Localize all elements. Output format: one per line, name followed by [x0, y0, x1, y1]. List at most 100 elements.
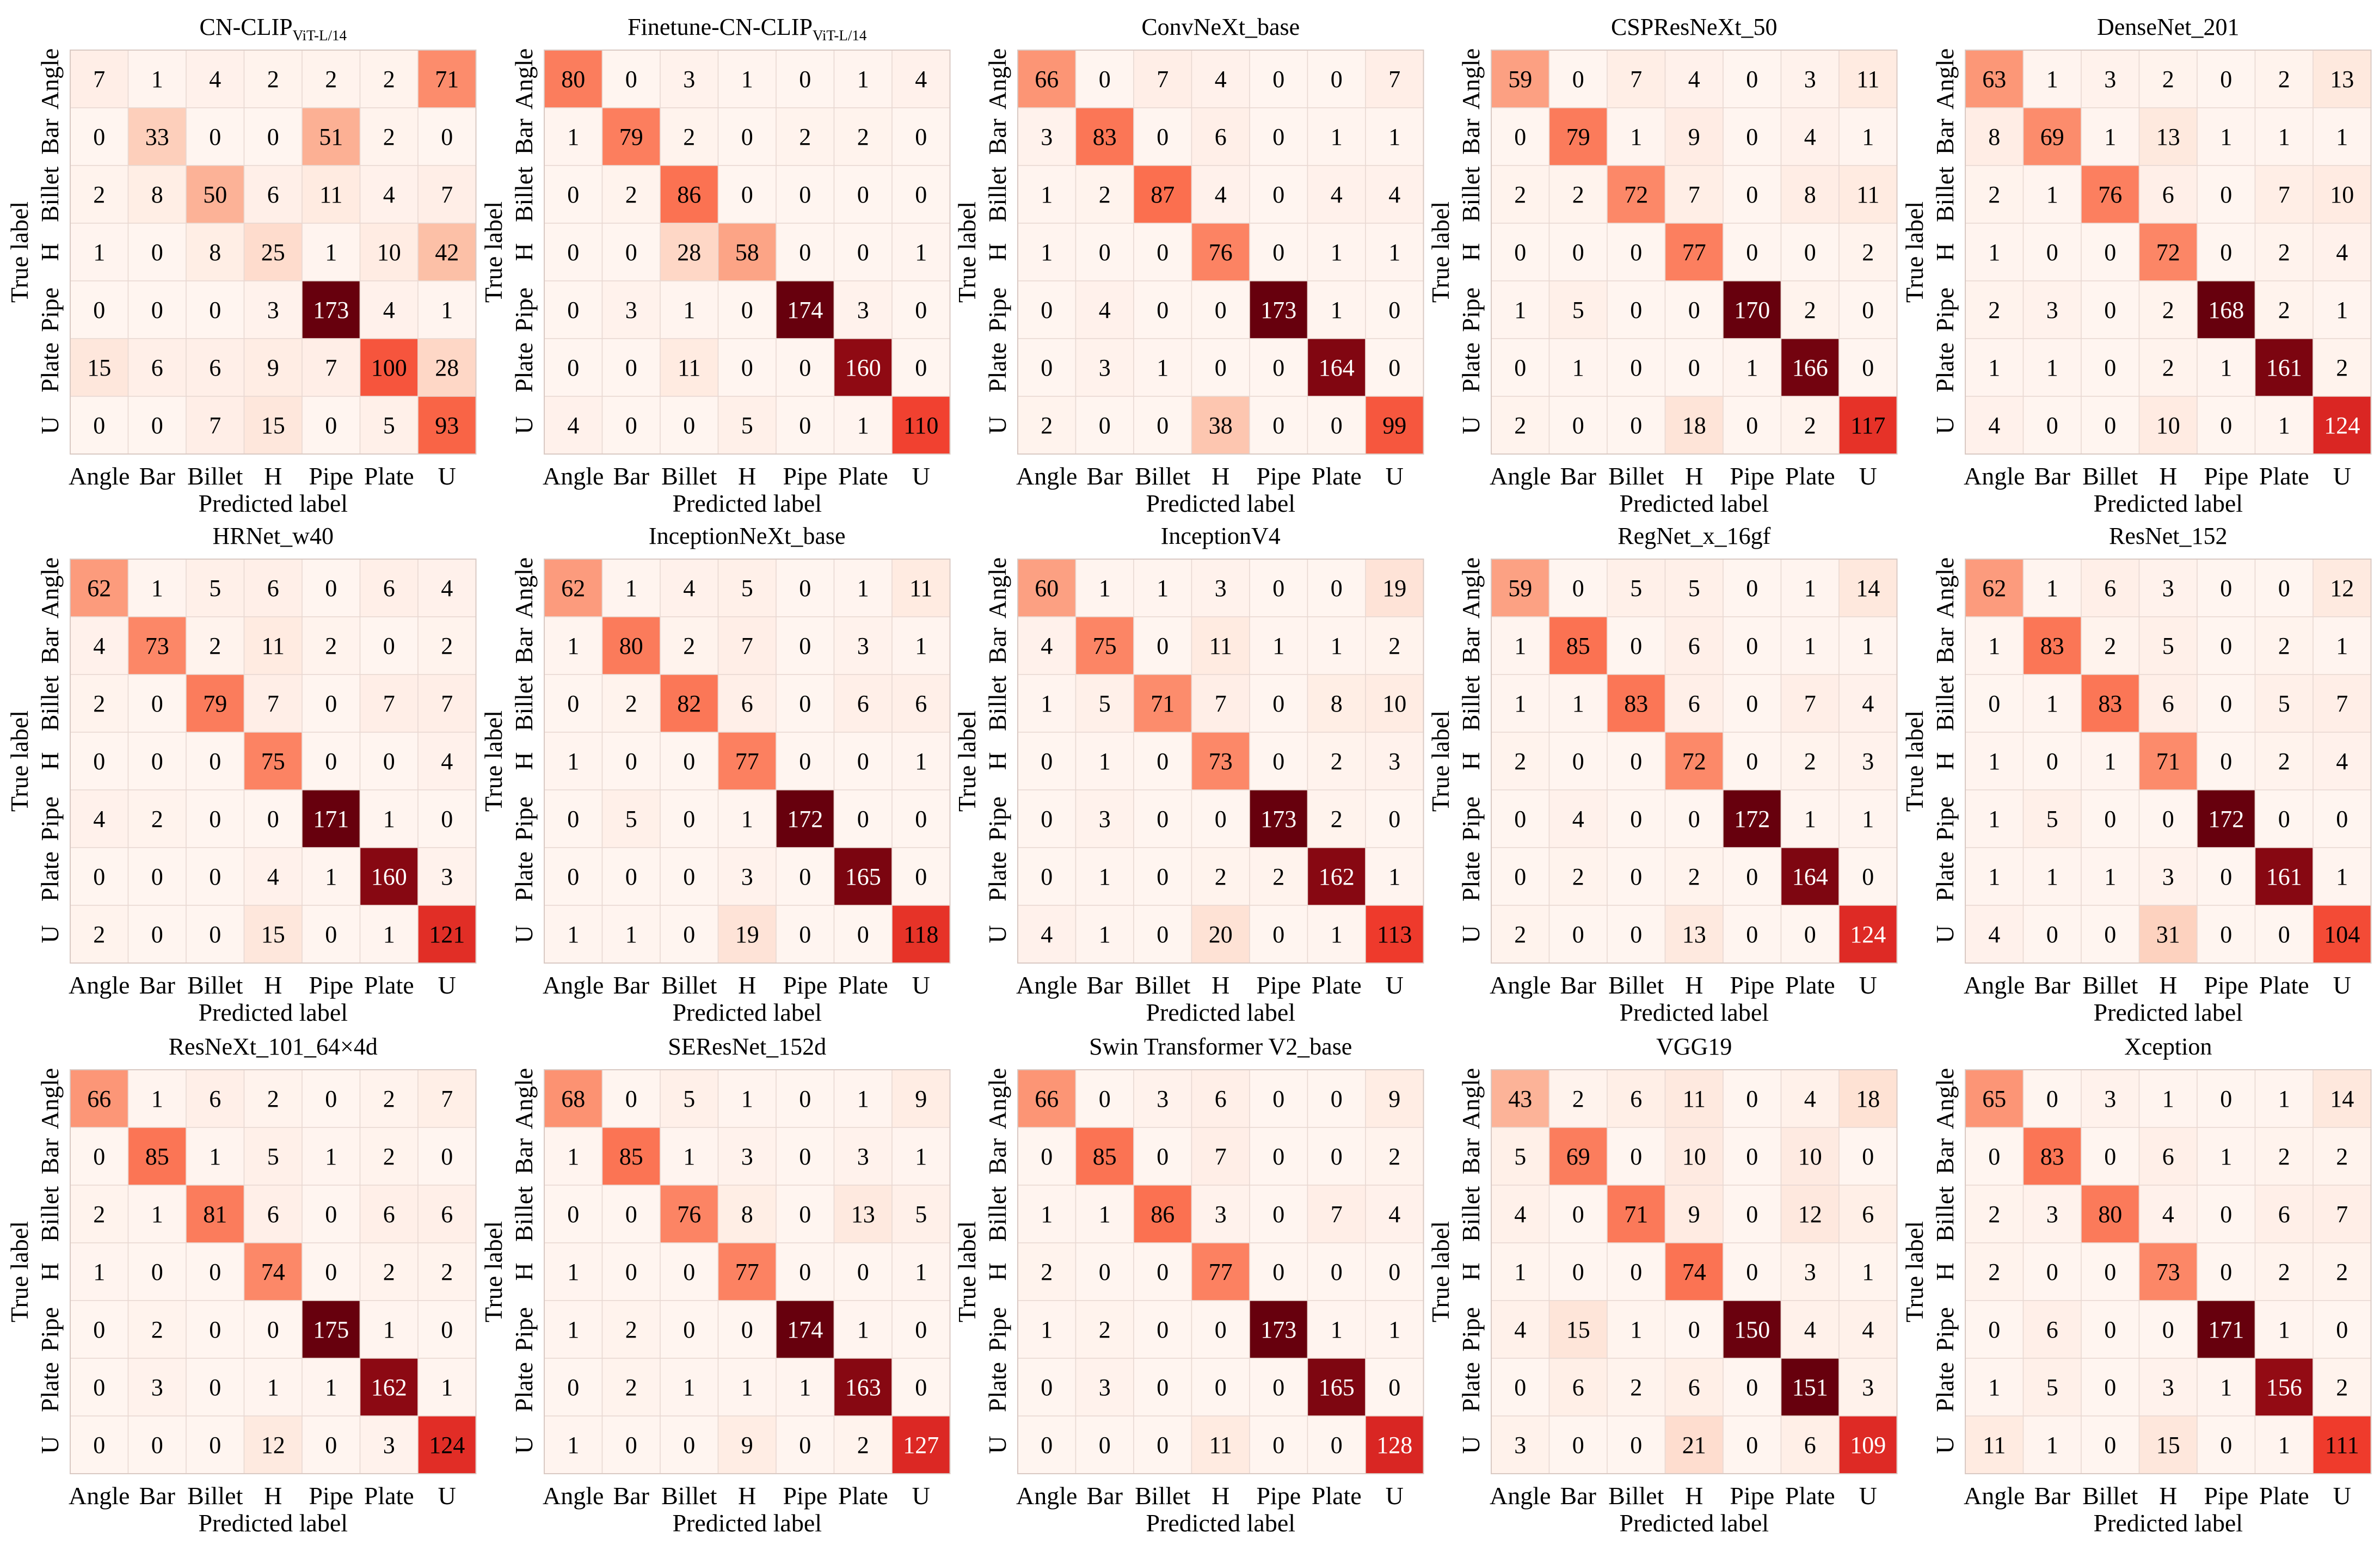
- cell-value-label: 4: [267, 863, 279, 890]
- cell-value-label: 0: [1630, 806, 1642, 832]
- heatmap-cell: [2313, 1127, 2372, 1186]
- heatmap-cell: [1965, 1127, 2024, 1186]
- x-tick-label: Pipe: [1730, 462, 1774, 490]
- cell-value-label: 2: [267, 1086, 279, 1112]
- cell-value-label: 2: [1804, 412, 1816, 439]
- heatmap-cell: [186, 1300, 245, 1359]
- x-tick-label: Plate: [1785, 1482, 1835, 1510]
- heatmap-cell: [1723, 396, 1782, 455]
- heatmap-cell: [1491, 1415, 1550, 1474]
- cell-value-label: 6: [209, 354, 221, 381]
- cell-value-label: 111: [2325, 1432, 2359, 1458]
- cell-value-label: 72: [1682, 748, 1706, 775]
- heatmap-cell: [302, 338, 361, 397]
- heatmap-cell: [186, 338, 245, 397]
- x-tick-label: H: [1211, 1482, 1229, 1510]
- x-tick-label: Billet: [2082, 462, 2138, 490]
- cell-value-label: 2: [1215, 863, 1227, 890]
- cell-value-label: 69: [1566, 1143, 1590, 1170]
- cell-value-label: 0: [1272, 921, 1284, 948]
- heatmap-cell: [302, 1185, 361, 1243]
- heatmap-cell: [302, 1358, 361, 1417]
- cell-value-label: 1: [1514, 690, 1526, 717]
- cell-value-label: 2: [93, 1201, 105, 1228]
- cell-value-label: 13: [851, 1201, 875, 1228]
- x-tick-label: Pipe: [1256, 1482, 1301, 1510]
- cell-value-label: 65: [1982, 1086, 2006, 1112]
- heatmap-cell: [1965, 789, 2024, 848]
- heatmap-cell: [302, 732, 361, 790]
- heatmap-cell: [1075, 1127, 1134, 1186]
- heatmap-cell: [1307, 847, 1366, 906]
- cell-value-label: 1: [1988, 1374, 2000, 1401]
- cell-value-label: 28: [677, 239, 701, 266]
- x-tick-label: H: [264, 1482, 282, 1510]
- heatmap-cell: [1249, 905, 1308, 964]
- x-tick-label: Plate: [2259, 462, 2309, 490]
- heatmap-cell: [1838, 616, 1898, 675]
- cell-value-label: 1: [1862, 806, 1874, 832]
- heatmap-cell: [1548, 905, 1608, 964]
- matrix-frame: [1491, 1069, 1898, 1474]
- cell-value-label: 2: [1862, 239, 1874, 266]
- heatmap-cell: [1075, 1415, 1134, 1474]
- cell-value-label: 0: [1746, 748, 1758, 775]
- cell-value-label: 0: [2104, 412, 2116, 439]
- cell-value-label: 4: [1215, 181, 1227, 208]
- chart-title-main: InceptionV4: [1161, 523, 1281, 549]
- cell-value-label: 10: [2330, 181, 2354, 208]
- heatmap-cell: [2197, 732, 2256, 790]
- cell-value-label: 31: [2156, 921, 2180, 948]
- y-tick-label: Angle: [36, 557, 64, 618]
- cell-value-label: 0: [93, 412, 105, 439]
- heatmap-cell: [1365, 616, 1424, 675]
- heatmap-cell: [2197, 1069, 2256, 1128]
- heatmap-cell: [70, 1300, 129, 1359]
- heatmap-cell: [1133, 1300, 1192, 1359]
- heatmap-cell: [1191, 396, 1250, 455]
- cell-value-label: 165: [845, 863, 881, 890]
- cell-value-label: 0: [2104, 1316, 2116, 1343]
- heatmap-cell: [417, 1185, 477, 1243]
- heatmap-cell: [1365, 1415, 1424, 1474]
- heatmap-cell: [1491, 1127, 1550, 1186]
- heatmap-cell: [601, 107, 661, 166]
- heatmap-cell: [2197, 1358, 2256, 1417]
- x-tick-label: Billet: [1608, 1482, 1664, 1510]
- heatmap-cell: [127, 1358, 187, 1417]
- x-tick-label: Angle: [1490, 971, 1551, 999]
- y-axis-label: True label: [5, 710, 33, 812]
- heatmap-cell: [243, 396, 303, 455]
- cell-value-label: 7: [441, 690, 453, 717]
- cell-value-label: 10: [1682, 1143, 1706, 1170]
- heatmap-cell: [601, 559, 661, 617]
- cell-value-label: 18: [1856, 1086, 1880, 1112]
- cell-value-label: 5: [625, 806, 637, 832]
- y-axis-label: True label: [1901, 201, 1928, 303]
- cell-value-label: 0: [799, 1201, 811, 1228]
- heatmap-cell: [2022, 165, 2082, 224]
- cell-value-label: 6: [2278, 1201, 2290, 1228]
- heatmap-cell: [1249, 396, 1308, 455]
- heatmap-cell: [1723, 1185, 1782, 1243]
- cell-value-label: 0: [857, 748, 869, 775]
- cell-value-label: 0: [1157, 748, 1169, 775]
- heatmap-cell: [544, 1415, 603, 1474]
- cell-value-label: 13: [1682, 921, 1706, 948]
- y-tick-label: U: [1457, 1436, 1485, 1454]
- cell-value-label: 0: [93, 124, 105, 150]
- cell-value-label: 0: [1157, 806, 1169, 832]
- y-axis-label: True label: [479, 1221, 507, 1322]
- cell-value-label: 43: [1508, 1086, 1532, 1112]
- heatmap-cell: [2081, 847, 2140, 906]
- heatmap-cell: [1249, 223, 1308, 281]
- heatmap-cell: [1664, 338, 1724, 397]
- cell-value-label: 0: [1272, 748, 1284, 775]
- x-tick-label: Plate: [1312, 1482, 1362, 1510]
- cell-value-label: 1: [1514, 633, 1526, 659]
- heatmap-cell: [1780, 1185, 1840, 1243]
- cell-value-label: 151: [1792, 1374, 1828, 1401]
- cell-value-label: 0: [1746, 1432, 1758, 1458]
- heatmap-cell: [1365, 396, 1424, 455]
- cell-value-label: 0: [2104, 921, 2116, 948]
